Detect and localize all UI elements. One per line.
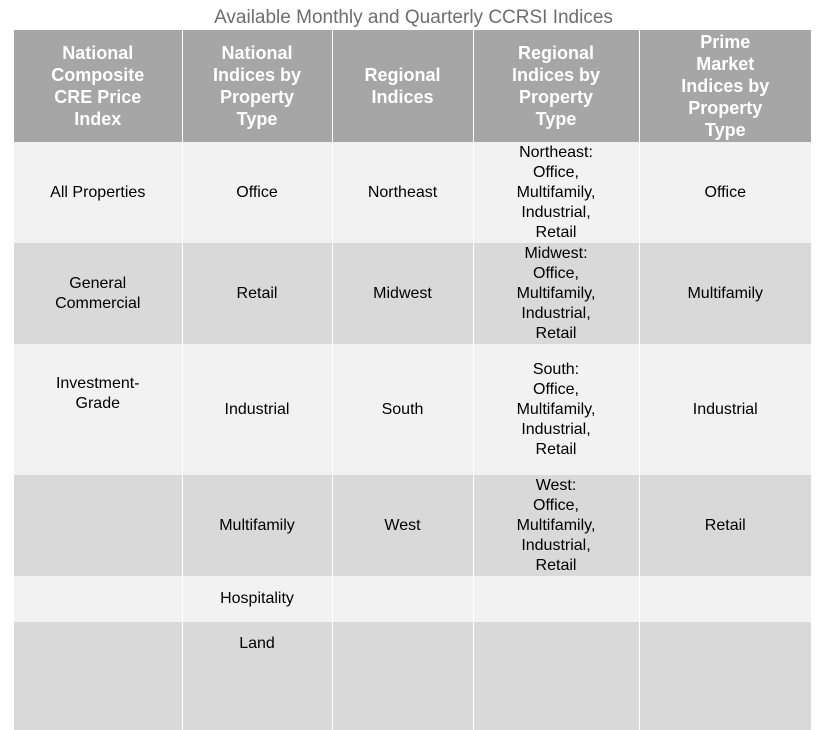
header-prime-market: Prime Market Indices by Property Type (639, 30, 811, 142)
table-cell (14, 622, 183, 730)
header-regional: Regional Indices (332, 30, 474, 142)
table-cell (332, 576, 474, 622)
table-cell (332, 622, 474, 730)
header-national-by-type: National Indices by Property Type (182, 30, 333, 142)
table-cell: West: Office, Multifamily, Industrial, R… (473, 475, 640, 576)
table-row: Multifamily West West: Office, Multifami… (14, 475, 811, 576)
table-cell (639, 622, 811, 730)
table-cell: Land (182, 622, 333, 730)
table-cell: West (332, 475, 474, 576)
table-cell (14, 475, 183, 576)
table-cell (473, 622, 640, 730)
header-regional-by-type: Regional Indices by Property Type (473, 30, 640, 142)
page-title: Available Monthly and Quarterly CCRSI In… (214, 7, 613, 28)
table-header-row: National Composite CRE Price Index Natio… (14, 30, 811, 142)
table-cell: Midwest: Office, Multifamily, Industrial… (473, 243, 640, 344)
table-row: Hospitality (14, 576, 811, 622)
table-cell: Retail (182, 243, 333, 344)
table-cell: South: Office, Multifamily, Industrial, … (473, 344, 640, 475)
table-cell: Office (182, 142, 333, 243)
header-national-composite: National Composite CRE Price Index (14, 30, 183, 142)
table-cell: Office (639, 142, 811, 243)
table-cell: Midwest (332, 243, 474, 344)
table-cell (473, 576, 640, 622)
table-cell: South (332, 344, 474, 475)
table-cell: Hospitality (182, 576, 333, 622)
table-cell: Northeast: Office, Multifamily, Industri… (473, 142, 640, 243)
table-row: General Commercial Retail Midwest Midwes… (14, 243, 811, 344)
table-cell: Industrial (639, 344, 811, 475)
table-cell: Investment- Grade (14, 344, 183, 475)
table-row: All Properties Office Northeast Northeas… (14, 142, 811, 243)
table-cell: General Commercial (14, 243, 183, 344)
indices-table: National Composite CRE Price Index Natio… (14, 30, 811, 730)
table-cell: Multifamily (182, 475, 333, 576)
table-cell: Industrial (182, 344, 333, 475)
table-cell (14, 576, 183, 622)
table-cell: Retail (639, 475, 811, 576)
table-row: Investment- Grade Industrial South South… (14, 344, 811, 475)
table-cell: All Properties (14, 142, 183, 243)
table-cell: Northeast (332, 142, 474, 243)
table-cell: Multifamily (639, 243, 811, 344)
table-cell (639, 576, 811, 622)
table-row: Land (14, 622, 811, 730)
